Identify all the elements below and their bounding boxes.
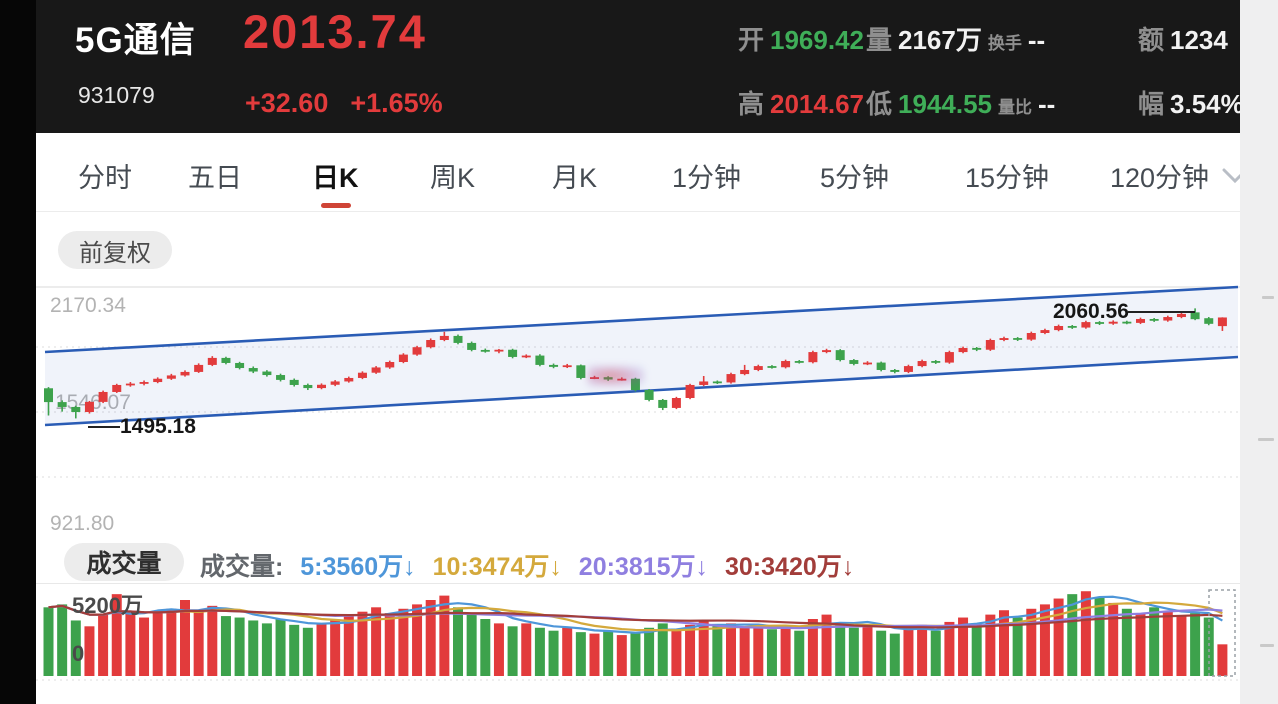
volume-legend-prefix: 成交量: bbox=[200, 553, 284, 581]
y-axis-top-label: 2170.34 bbox=[50, 294, 126, 317]
right-background-strip bbox=[1240, 0, 1278, 704]
amplitude-label: 幅 bbox=[1138, 89, 1165, 119]
stats-panel: 开 1969.42 量 2167万 换手 -- 额 1234 高 2014.67… bbox=[738, 0, 1240, 133]
current-price: 2013.74 bbox=[243, 5, 427, 58]
price-change: +32.60 +1.65% bbox=[245, 88, 465, 119]
amount-value: 1234 bbox=[1170, 25, 1228, 55]
tab-15min[interactable]: 15分钟 bbox=[965, 163, 1050, 193]
stats-row-1: 开 1969.42 量 2167万 换手 -- 额 1234 bbox=[738, 20, 1240, 57]
volume-ma10-value: 10:3474万↓ bbox=[432, 553, 562, 581]
volume-chart-area[interactable]: 5200万 0 bbox=[36, 584, 1240, 704]
tab-five-day[interactable]: 五日 bbox=[188, 163, 242, 193]
background-dash bbox=[1258, 438, 1274, 441]
blurred-watermark bbox=[588, 366, 644, 386]
stock-header: 5G通信 931079 2013.74 +32.60 +1.65% 开 1969.… bbox=[0, 0, 1240, 133]
volume-ma-legend: 成交量: 5:3560万↓ 10:3474万↓ 20:3815万↓ 30:342… bbox=[200, 547, 864, 583]
volume-ma5-value: 5:3560万↓ bbox=[300, 553, 416, 581]
amplitude-value: 3.54% bbox=[1170, 89, 1240, 119]
volume-ma30-value: 30:3420万↓ bbox=[725, 553, 855, 581]
open-value: 1969.42 bbox=[770, 25, 864, 55]
tab-monthly-k[interactable]: 月K bbox=[552, 163, 598, 193]
tab-1min[interactable]: 1分钟 bbox=[672, 163, 742, 193]
turnover-value: -- bbox=[1027, 25, 1046, 55]
volume-value: 2167万 bbox=[898, 25, 982, 55]
volume-divider bbox=[36, 583, 1240, 584]
y-axis-bottom-label: 921.80 bbox=[50, 512, 115, 535]
high-value: 2014.67 bbox=[770, 89, 864, 119]
left-black-strip bbox=[0, 0, 36, 704]
turnover-label: 换手 bbox=[987, 34, 1022, 53]
stock-name: 5G通信 bbox=[75, 21, 196, 60]
volume-label: 量 bbox=[866, 25, 893, 55]
high-marker-line bbox=[1128, 311, 1195, 313]
volume-indicator-button[interactable]: 成交量 bbox=[64, 543, 184, 581]
background-dash bbox=[1260, 644, 1274, 647]
volume-svg[interactable] bbox=[36, 584, 1240, 704]
volume-ma20-value: 20:3815万↓ bbox=[578, 553, 709, 581]
volume-zero-label: 0 bbox=[72, 641, 85, 666]
change-value: +32.60 bbox=[245, 88, 329, 118]
stats-row-2: 高 2014.67 低 1944.55 量比 -- 幅 3.54% bbox=[738, 84, 1240, 121]
low-marker-label: 1495.18 bbox=[120, 415, 196, 438]
active-tab-underline bbox=[321, 203, 351, 208]
amount-label: 额 bbox=[1138, 25, 1165, 55]
high-label: 高 bbox=[738, 89, 765, 119]
change-percent: +1.65% bbox=[350, 88, 443, 118]
kline-svg[interactable] bbox=[36, 280, 1240, 545]
low-label: 低 bbox=[866, 89, 893, 119]
adjust-mode-button[interactable]: 前复权 bbox=[58, 231, 172, 269]
vol-ratio-value: -- bbox=[1038, 89, 1056, 119]
tab-weekly-k[interactable]: 周K bbox=[430, 163, 476, 193]
volume-header: 成交量 成交量: 5:3560万↓ 10:3474万↓ 20:3815万↓ 30… bbox=[36, 543, 1240, 583]
vol-ratio-label: 量比 bbox=[998, 98, 1032, 117]
tab-5min[interactable]: 5分钟 bbox=[820, 163, 890, 193]
period-tabbar: 分时 五日 日K 周K 月K 1分钟 5分钟 15分钟 120分钟 bbox=[36, 134, 1248, 212]
tab-minute[interactable]: 分时 bbox=[78, 163, 132, 193]
volume-max-label: 5200万 bbox=[72, 593, 143, 618]
open-label: 开 bbox=[738, 25, 765, 55]
tab-daily-k[interactable]: 日K bbox=[312, 163, 359, 193]
tab-120min[interactable]: 120分钟 bbox=[1110, 163, 1210, 193]
background-dash bbox=[1262, 296, 1274, 299]
low-marker-line bbox=[88, 426, 120, 428]
high-marker-label: 2060.56 bbox=[1053, 300, 1129, 323]
kline-chart-area[interactable]: 2170.34 1546.07 921.80 1495.18 2060.56 bbox=[36, 280, 1240, 545]
stock-code: 931079 bbox=[78, 82, 155, 108]
low-value: 1944.55 bbox=[898, 89, 992, 119]
